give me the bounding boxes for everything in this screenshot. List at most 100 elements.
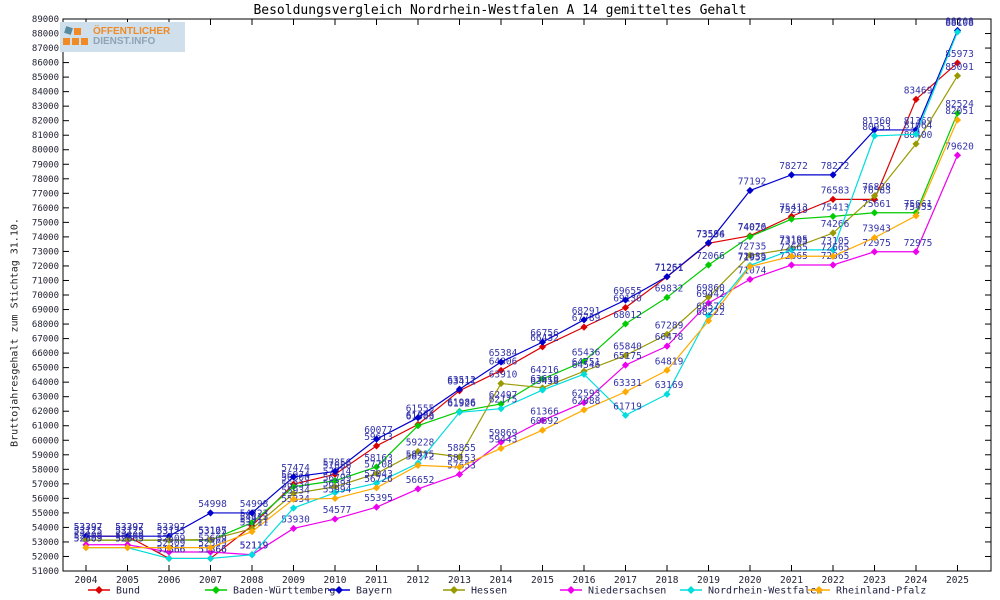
data-point-marker [372,469,381,478]
data-point-marker [787,215,796,223]
data-point-label: 82051 [945,106,974,117]
data-point-label: 55934 [281,485,310,496]
x-tick-label: 2022 [822,575,845,586]
data-point-label: 63331 [613,378,642,389]
data-point-label: 65384 [489,348,518,359]
data-point-marker [206,535,215,544]
data-point-marker [289,489,298,498]
data-point-marker [248,519,256,527]
data-point-label: 81064 [904,120,933,131]
data-point-label: 52609 [157,534,186,545]
data-point-label: 72066 [696,251,725,262]
data-point-label: 51866 [198,544,227,555]
data-point-marker [372,463,381,471]
y-tick-label: 53000 [32,538,59,548]
y-tick-label: 88000 [32,30,59,40]
x-tick-label: 2023 [863,575,886,586]
data-point-label: 69860 [696,283,725,294]
data-point-marker [414,422,422,430]
y-axis-label: Bruttojahresgehalt zum Stichtag 31.10. [9,218,21,447]
data-point-label: 61926 [447,398,476,409]
data-point-label: 71074 [738,265,767,276]
data-point-marker [787,171,796,179]
data-point-label: 53167 [198,526,227,537]
y-tick-label: 66000 [32,349,59,359]
data-point-label: 59613 [364,432,393,443]
data-point-marker [165,536,173,544]
data-point-marker [331,489,339,497]
data-point-marker [912,126,920,134]
data-point-label: 52609 [115,534,144,545]
data-point-label: 64546 [572,360,601,371]
data-point-marker [289,473,298,481]
y-tick-label: 60000 [32,436,59,446]
x-tick-label: 2014 [490,575,513,586]
data-point-marker [206,548,215,556]
data-point-label: 58855 [447,443,476,454]
series-line-Rheinland-Pfalz [86,119,959,549]
data-point-marker [289,483,298,491]
x-tick-label: 2010 [324,575,347,586]
data-point-marker [663,293,671,302]
data-point-marker [953,72,962,80]
data-point-label: 69832 [655,283,684,294]
data-point-label: 69655 [613,286,642,297]
data-point-marker [912,140,920,148]
data-point-marker [538,416,547,425]
data-point-label: 67289 [655,320,684,331]
data-point-marker [621,411,630,419]
y-tick-label: 63000 [32,393,59,403]
data-point-marker [829,252,837,260]
data-point-label: 85973 [945,49,974,60]
legend-label: Baden-Württemberg [233,586,335,597]
legend-marker-icon [95,586,103,594]
data-point-label: 53911 [240,515,269,526]
data-point-marker [953,28,962,36]
x-tick-label: 2024 [905,575,928,586]
data-point-marker [82,544,90,552]
data-point-marker [538,338,547,346]
data-point-label: 66432 [530,333,559,344]
y-tick-label: 86000 [32,59,59,69]
data-point-label: 57708 [364,460,393,471]
data-point-label: 74076 [738,222,767,233]
data-point-marker [497,358,505,366]
data-point-label: 63610 [530,374,559,385]
y-tick-label: 64000 [32,378,59,388]
data-point-marker [704,312,713,320]
data-point-marker [580,316,588,324]
legend-marker-icon [212,586,220,594]
data-point-label: 62497 [489,390,518,401]
data-point-label: 56334 [281,480,310,491]
data-point-label: 75413 [821,202,850,213]
data-point-label: 66756 [530,328,559,339]
legend-marker-icon [687,586,695,594]
data-point-marker [497,405,505,413]
y-tick-label: 56000 [32,494,59,504]
data-point-label: 76583 [862,185,891,196]
data-point-label: 63411 [447,377,476,388]
y-tick-label: 70000 [32,291,59,301]
data-point-label: 57043 [364,469,393,480]
data-point-marker [82,532,90,540]
data-point-marker [414,414,422,422]
data-point-marker [621,304,630,312]
legend-label: Bayern [356,586,392,597]
x-tick-label: 2008 [241,575,264,586]
data-point-marker [331,467,339,476]
y-tick-label: 80000 [32,146,59,156]
data-point-label: 68012 [613,310,642,321]
y-tick-label: 57000 [32,480,59,490]
data-point-marker [123,536,132,544]
data-point-label: 52309 [198,538,227,549]
data-point-label: 88108 [945,18,974,29]
data-point-marker [538,386,547,394]
y-tick-label: 51000 [32,567,59,577]
x-tick-label: 2013 [448,575,471,586]
data-point-marker [953,109,962,117]
data-point-label: 75455 [904,202,933,213]
y-tick-label: 58000 [32,465,59,475]
data-point-label: 75219 [779,205,808,216]
y-tick-label: 76000 [32,204,59,214]
